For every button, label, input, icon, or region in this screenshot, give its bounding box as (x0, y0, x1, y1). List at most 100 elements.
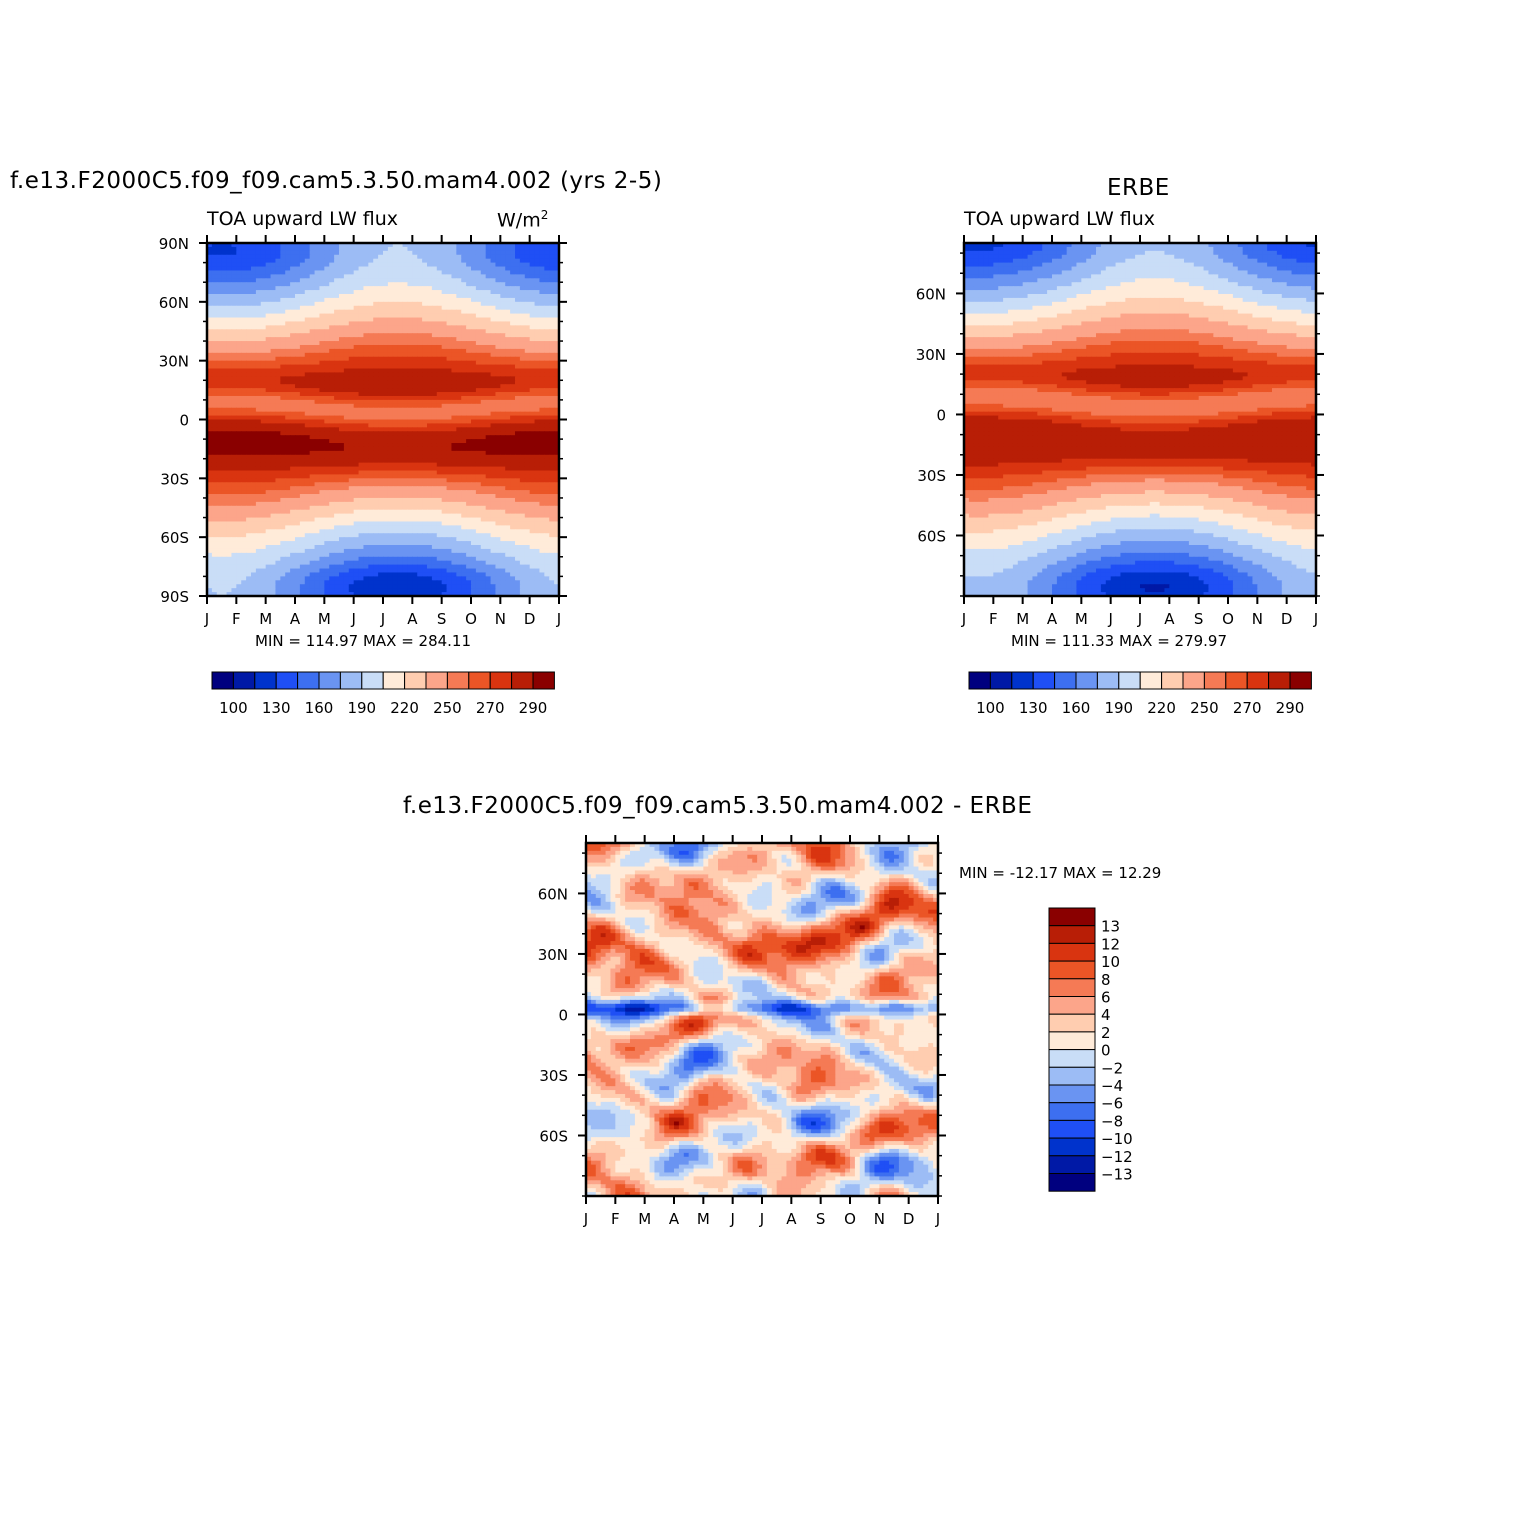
panel1-cell (510, 348, 516, 354)
panel1-cell (221, 250, 228, 256)
panel1-cell (431, 486, 438, 491)
panel1-cell (373, 490, 379, 495)
panel1-cell (265, 470, 272, 476)
panel1-cell (207, 317, 213, 323)
panel1-cell (221, 376, 228, 381)
panel1-cell (402, 356, 409, 362)
panel1-cell (255, 384, 262, 389)
panel1-cell (363, 490, 369, 495)
panel1-cell (334, 411, 340, 417)
panel1-cell (524, 321, 531, 326)
panel1-cell (285, 443, 291, 448)
panel1-cell (451, 478, 457, 483)
panel1-cell (451, 435, 457, 440)
panel1-cell (392, 329, 399, 334)
panel1-cell (221, 497, 228, 503)
panel1-cell (251, 348, 257, 354)
panel1-cell (436, 360, 443, 366)
panel1-cell (348, 301, 355, 307)
panel1-cell (255, 439, 262, 444)
panel1-cell (265, 494, 272, 499)
panel1-cell (236, 384, 242, 389)
panel1-cell (207, 270, 213, 275)
panel1-cell (431, 415, 438, 421)
panel1-cell (324, 411, 330, 417)
panel1-cell (343, 501, 350, 507)
panel3-title: f.e13.F2000C5.f09_f09.cam5.3.50.mam4.002… (403, 793, 1033, 819)
panel1-cell (471, 388, 477, 393)
panel1-cell (363, 325, 369, 330)
panel1-cell (226, 458, 233, 464)
panel1-cell (319, 384, 325, 389)
panel1-cell (295, 392, 301, 397)
panel1-cell (383, 470, 389, 476)
panel1-cell (422, 282, 428, 287)
panel1-cell (471, 329, 477, 334)
panel1-cell (343, 454, 350, 460)
panel1-cell (236, 443, 242, 448)
panel1-cell (251, 392, 257, 397)
panel1-cell (251, 403, 257, 409)
panel1-cell (549, 384, 555, 389)
panel1-cell (221, 317, 228, 323)
panel1-cell (216, 466, 223, 472)
panel1-cell (436, 274, 443, 279)
panel1-cell (436, 290, 443, 295)
panel1-cell (295, 419, 301, 425)
panel1-cell (241, 427, 247, 432)
panel1-cell (505, 278, 511, 283)
panel1-cell (358, 497, 365, 503)
panel1-cell (383, 411, 389, 417)
panel1-cell (490, 254, 497, 260)
panel1-cell (353, 466, 360, 472)
panel1-cell (246, 407, 252, 413)
panel1-cell (285, 415, 291, 421)
panel1-cell (211, 411, 218, 417)
panel1-cell (451, 297, 457, 303)
panel1-cell (524, 509, 531, 515)
panel1-cell (290, 321, 296, 326)
panel1-cell (554, 474, 560, 479)
panel1-cell (480, 286, 487, 291)
panel1-cell (231, 513, 237, 519)
panel1-cell (549, 486, 555, 491)
panel1-cell (280, 395, 286, 401)
panel1-cell (226, 470, 233, 476)
panel1-cell (255, 341, 262, 346)
panel1-cell (353, 305, 360, 311)
panel1-cell (466, 246, 472, 252)
panel1-cell (475, 466, 482, 472)
panel1-cell (397, 274, 404, 279)
panel1-cell (431, 466, 438, 472)
panel1-cell (417, 254, 423, 260)
panel1-cell (236, 274, 242, 279)
panel1-cell (339, 439, 345, 444)
panel1-cell (422, 364, 428, 370)
panel1-cell (397, 356, 404, 362)
panel1-cell (397, 443, 404, 448)
panel1-cell (383, 301, 389, 307)
panel1-cell (295, 384, 301, 389)
panel1-cell (334, 329, 340, 334)
panel1-cell (436, 356, 443, 362)
panel1-cell (319, 313, 325, 319)
panel1-cell (446, 486, 453, 491)
panel1-cell (554, 313, 560, 319)
panel1-cell (343, 399, 350, 405)
panel1-cell (270, 486, 277, 491)
panel1-cell (392, 380, 399, 385)
panel1-cell (309, 250, 316, 256)
panel1-cell (539, 454, 545, 460)
panel1-cell (236, 388, 242, 393)
panel1-cell (255, 333, 262, 338)
panel1-cell (466, 364, 472, 370)
panel1-cell (339, 466, 345, 472)
panel1-cell (475, 395, 482, 401)
panel1-cell (270, 423, 277, 428)
panel1-cell (343, 466, 350, 472)
panel1-cell (549, 305, 555, 311)
panel1-cell (554, 427, 560, 432)
panel1-cell (427, 313, 433, 319)
panel1-cell (295, 497, 301, 503)
panel1-cell (471, 258, 477, 264)
